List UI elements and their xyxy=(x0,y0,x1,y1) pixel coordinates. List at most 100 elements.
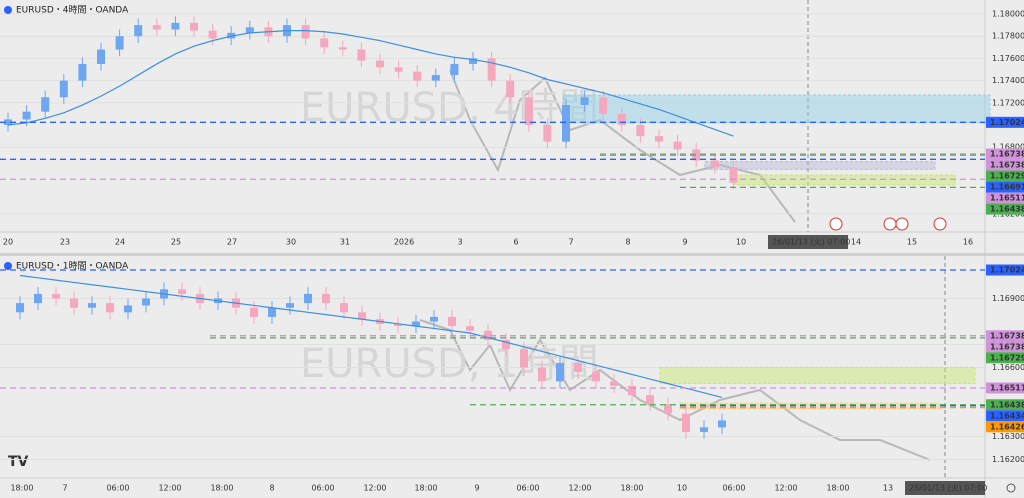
candle-body xyxy=(664,404,672,414)
candle-body xyxy=(655,136,663,142)
candle-body xyxy=(562,105,570,142)
x-tick-label: 9 xyxy=(474,484,479,493)
event-icon[interactable] xyxy=(895,217,909,231)
x-tick-label: 31 xyxy=(340,238,350,247)
candle-body xyxy=(320,38,329,48)
x-tick-label: 18:00 xyxy=(620,484,643,493)
candle-body xyxy=(487,58,496,81)
candle-body xyxy=(394,323,402,327)
projection-line xyxy=(419,319,931,461)
x-tick-label: 2026 xyxy=(394,238,414,247)
event-icon[interactable] xyxy=(829,217,843,231)
candle-body xyxy=(413,71,422,81)
y-tick-label: 1.16600 xyxy=(992,363,1024,372)
candle-body xyxy=(34,293,42,304)
x-tick-label: 18:00 xyxy=(10,484,33,493)
x-tick-label: 12:00 xyxy=(568,484,591,493)
settings-icon[interactable] xyxy=(1006,483,1016,493)
x-tick-label: 9 xyxy=(682,238,687,247)
candle-body xyxy=(322,293,330,304)
candle-body xyxy=(115,36,124,50)
chart-panel: EURUSD, 4時間 1.18000 1.17800 1.17600 1.17400 1… xyxy=(0,5,1024,249)
price-tag xyxy=(986,192,1024,204)
candle-body xyxy=(574,362,582,373)
price-tag xyxy=(986,352,1024,364)
moving-average xyxy=(19,274,723,399)
candle-body xyxy=(556,362,564,382)
price-tag-label: 1.16434 xyxy=(990,411,1024,420)
symbol-icon xyxy=(4,6,12,14)
candle-body xyxy=(70,298,78,308)
candle-body xyxy=(208,30,217,39)
x-tick-label: 27 xyxy=(227,238,237,247)
candle-body xyxy=(358,312,366,320)
x-tick-label: 13 xyxy=(883,484,893,493)
candle-body xyxy=(543,125,552,142)
x-tick-label: 16 xyxy=(963,238,973,247)
price-tag-label: 1.17024 xyxy=(990,266,1024,275)
logo: TV xyxy=(8,454,29,470)
y-tick-label: 1.17800 xyxy=(992,32,1024,41)
x-tick-label: 18:00 xyxy=(414,484,437,493)
candle-body xyxy=(431,75,440,81)
price-tag xyxy=(986,116,1024,128)
y-tick-label: 1.18000 xyxy=(992,10,1024,19)
price-tag-label: 1.16438 xyxy=(990,400,1024,409)
price-tag xyxy=(986,264,1024,276)
x-tick-label: 12:00 xyxy=(158,484,181,493)
x-tick-label: 25 xyxy=(171,238,181,247)
candle-body xyxy=(538,367,546,382)
candle-body xyxy=(106,303,114,313)
x-tick-label: 7 xyxy=(568,238,573,247)
price-tag-label: 1.16729 xyxy=(990,353,1024,362)
y-tick-label: 1.17400 xyxy=(992,76,1024,85)
symbol-icon xyxy=(4,262,12,270)
event-icons[interactable] xyxy=(829,217,947,231)
x-tick-label: 3 xyxy=(457,238,462,247)
y-tick-label: 1.16200 xyxy=(992,455,1024,464)
price-tag-label: 1.16729 xyxy=(990,172,1024,181)
candle-body xyxy=(628,385,636,396)
price-tag-label: 1.16438 xyxy=(990,205,1024,214)
x-tick-label: 06:00 xyxy=(516,484,539,493)
candle-body xyxy=(338,47,347,50)
price-tag xyxy=(986,382,1024,394)
candle-body xyxy=(301,25,310,39)
candle-body xyxy=(78,63,87,81)
x-tick-label: 23 xyxy=(60,238,70,247)
price-tag-label: 1.16691 xyxy=(990,183,1024,192)
candle-body xyxy=(673,141,682,150)
time-tag-label: 26/01/13 (火) 07:00 xyxy=(909,484,987,493)
price-tag-label: 1.16511 xyxy=(990,194,1024,203)
zone xyxy=(562,94,991,124)
x-tick-label: 10 xyxy=(736,238,746,247)
event-icon[interactable] xyxy=(883,217,897,231)
x-tick-label: 18:00 xyxy=(826,484,849,493)
candle-body xyxy=(394,67,403,72)
x-tick-label: 10 xyxy=(677,484,687,493)
x-tick-label: 30 xyxy=(286,238,296,247)
price-tag-label: 1.16738 xyxy=(990,161,1024,170)
event-icon[interactable] xyxy=(933,217,947,231)
zone xyxy=(659,367,976,385)
x-tick-label: 15 xyxy=(907,238,917,247)
chart-panel: EURUSD, 1時間1.169001.167001.166001.163001… xyxy=(0,261,1024,495)
x-tick-label: 14 xyxy=(851,238,861,247)
candle-body xyxy=(466,326,474,331)
projection-line xyxy=(449,69,796,223)
candle-body xyxy=(506,80,515,98)
candle-body xyxy=(502,339,510,350)
price-tag-label: 1.16738 xyxy=(990,342,1024,351)
price-tag xyxy=(986,399,1024,411)
y-tick-label: 1.17600 xyxy=(992,54,1024,63)
zone xyxy=(704,161,936,170)
candle-body xyxy=(340,303,348,313)
candle-body xyxy=(599,97,608,114)
candle-body xyxy=(134,25,143,37)
watermark: EURUSD, 1時間 xyxy=(300,341,599,387)
x-tick-label: 12:00 xyxy=(363,484,386,493)
price-tag xyxy=(986,410,1024,422)
time-tag-label: 26/01/13 (火) 07:00 xyxy=(772,238,850,247)
candle-body xyxy=(484,330,492,340)
